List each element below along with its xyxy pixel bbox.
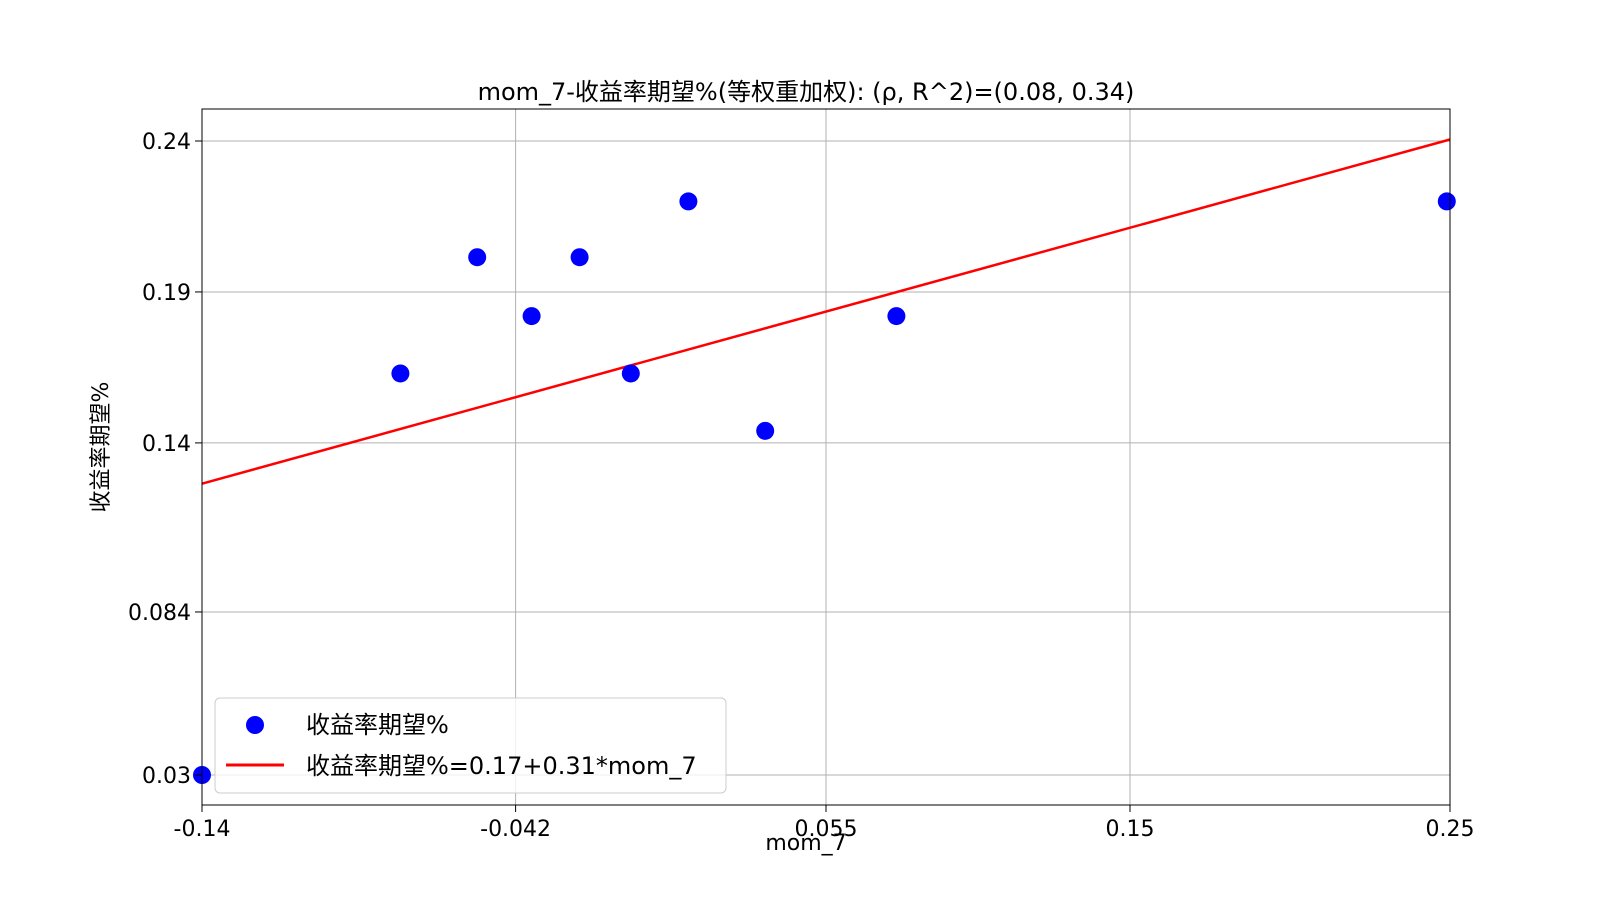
- fit-line-layer: [201, 138, 1451, 485]
- y-tick-label: 0.03: [142, 764, 191, 789]
- x-tick-label: -0.042: [480, 817, 551, 842]
- scatter-point: [756, 421, 775, 440]
- scatter-point: [679, 192, 698, 211]
- y-tick-label: 0.24: [142, 130, 191, 155]
- legend-label-scatter: 收益率期望%: [306, 711, 449, 739]
- x-tick-label: 0.25: [1426, 817, 1475, 842]
- x-axis-label: mom_7: [765, 831, 846, 856]
- legend-scatter-marker: [246, 716, 264, 734]
- y-tick-label: 0.084: [128, 601, 191, 626]
- y-axis-label: 收益率期望%: [89, 382, 114, 513]
- x-tick-label: -0.14: [174, 817, 231, 842]
- scatter-point: [468, 248, 487, 267]
- scatter-point: [522, 307, 541, 326]
- scatter-point: [391, 364, 410, 383]
- scatter-point: [621, 364, 640, 383]
- grid: [201, 109, 1451, 805]
- legend: 收益率期望% 收益率期望%=0.17+0.31*mom_7: [214, 697, 727, 794]
- y-tick-label: 0.14: [142, 432, 191, 457]
- legend-label-fit-line: 收益率期望%=0.17+0.31*mom_7: [306, 752, 697, 780]
- chart-title: mom_7-收益率期望%(等权重加权): (ρ, R^2)=(0.08, 0.3…: [478, 78, 1135, 106]
- x-tick-label: 0.15: [1106, 817, 1155, 842]
- scatter-point: [1437, 192, 1456, 211]
- scatter-point: [570, 248, 589, 267]
- axis-ticks: -0.14 -0.042 0.055 0.15 0.25 0.03 0.084 0.14 0.1…: [128, 130, 1474, 842]
- legend-box: [214, 697, 727, 794]
- scatter-points: [193, 192, 1456, 784]
- scatter-point: [887, 307, 906, 326]
- x-tick-label: 0.055: [795, 817, 858, 842]
- regression-line: [201, 138, 1451, 485]
- y-tick-label: 0.19: [142, 281, 191, 306]
